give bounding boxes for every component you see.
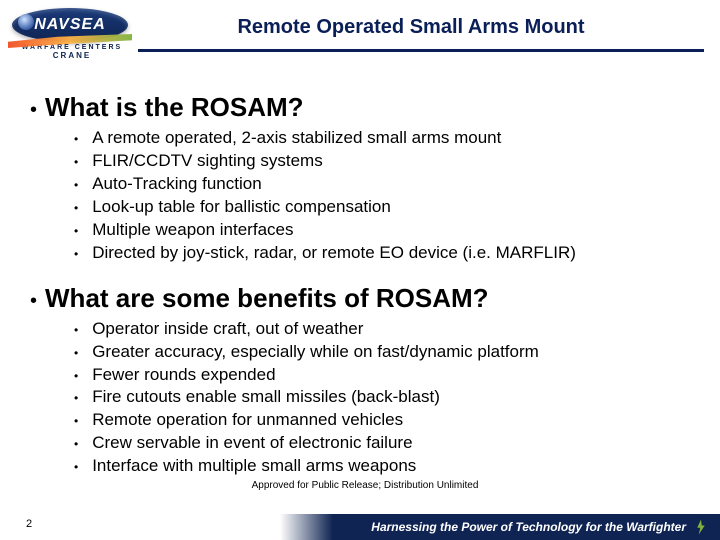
slide-content: • What is the ROSAM? • A remote operated,…: [0, 72, 720, 491]
bullet-icon: •: [74, 413, 78, 429]
bullet-icon: •: [74, 246, 78, 262]
bullet-icon: •: [30, 291, 37, 311]
list-item: • FLIR/CCDTV sighting systems: [74, 150, 700, 173]
item-text: Auto-Tracking function: [92, 173, 261, 196]
section-heading: • What is the ROSAM?: [30, 92, 700, 123]
heading-text: What are some benefits of ROSAM?: [45, 283, 489, 314]
item-text: Remote operation for unmanned vehicles: [92, 409, 403, 432]
bullet-icon: •: [74, 154, 78, 170]
sub-list: • Operator inside craft, out of weather •…: [74, 318, 700, 479]
bullet-icon: •: [74, 345, 78, 361]
bullet-icon: •: [74, 131, 78, 147]
header-rule: [138, 49, 704, 52]
list-item: • Auto-Tracking function: [74, 173, 700, 196]
item-text: A remote operated, 2-axis stabilized sma…: [92, 127, 501, 150]
bullet-icon: •: [74, 390, 78, 406]
logo-brand: NAVSEA: [34, 16, 106, 34]
list-item: • Remote operation for unmanned vehicles: [74, 409, 700, 432]
list-item: • Look-up table for ballistic compensatio…: [74, 196, 700, 219]
bullet-icon: •: [74, 200, 78, 216]
list-item: • Operator inside craft, out of weather: [74, 318, 700, 341]
release-statement: Approved for Public Release; Distributio…: [30, 480, 700, 491]
slide-footer: 2 Harnessing the Power of Technology for…: [0, 510, 720, 540]
item-text: Directed by joy-stick, radar, or remote …: [92, 242, 576, 265]
item-text: Fire cutouts enable small missiles (back…: [92, 386, 440, 409]
item-text: FLIR/CCDTV sighting systems: [92, 150, 323, 173]
bullet-icon: •: [74, 223, 78, 239]
item-text: Interface with multiple small arms weapo…: [92, 455, 416, 478]
item-text: Look-up table for ballistic compensation: [92, 196, 391, 219]
item-text: Greater accuracy, especially while on fa…: [92, 341, 539, 364]
bullet-icon: •: [74, 322, 78, 338]
list-item: • Directed by joy-stick, radar, or remote…: [74, 242, 700, 265]
heading-text: What is the ROSAM?: [45, 92, 304, 123]
bullet-icon: •: [74, 368, 78, 384]
navsea-oval: NAVSEA: [12, 8, 128, 42]
footer-tagline: Harnessing the Power of Technology for t…: [371, 520, 686, 534]
item-text: Multiple weapon interfaces: [92, 219, 293, 242]
slide-title: Remote Operated Small Arms Mount: [132, 8, 720, 39]
sub-list: • A remote operated, 2-axis stabilized sm…: [74, 127, 700, 265]
slide-header: NAVSEA WARFARE CENTERS CRANE Remote Oper…: [0, 0, 720, 72]
navsea-logo: NAVSEA WARFARE CENTERS CRANE: [12, 8, 132, 64]
bullet-icon: •: [30, 100, 37, 120]
page-number: 2: [26, 518, 32, 530]
list-item: • Fire cutouts enable small missiles (bac…: [74, 386, 700, 409]
section-heading: • What are some benefits of ROSAM?: [30, 283, 700, 314]
bullet-icon: •: [74, 436, 78, 452]
item-text: Crew servable in event of electronic fai…: [92, 432, 412, 455]
lightning-icon: [692, 518, 710, 536]
list-item: • Interface with multiple small arms weap…: [74, 455, 700, 478]
item-text: Operator inside craft, out of weather: [92, 318, 363, 341]
logo-sub2: CRANE: [12, 51, 132, 60]
bullet-icon: •: [74, 459, 78, 475]
list-item: • A remote operated, 2-axis stabilized sm…: [74, 127, 700, 150]
list-item: • Greater accuracy, especially while on f…: [74, 341, 700, 364]
list-item: • Fewer rounds expended: [74, 364, 700, 387]
list-item: • Crew servable in event of electronic fa…: [74, 432, 700, 455]
list-item: • Multiple weapon interfaces: [74, 219, 700, 242]
footer-banner: Harnessing the Power of Technology for t…: [280, 514, 720, 540]
item-text: Fewer rounds expended: [92, 364, 275, 387]
bullet-icon: •: [74, 177, 78, 193]
